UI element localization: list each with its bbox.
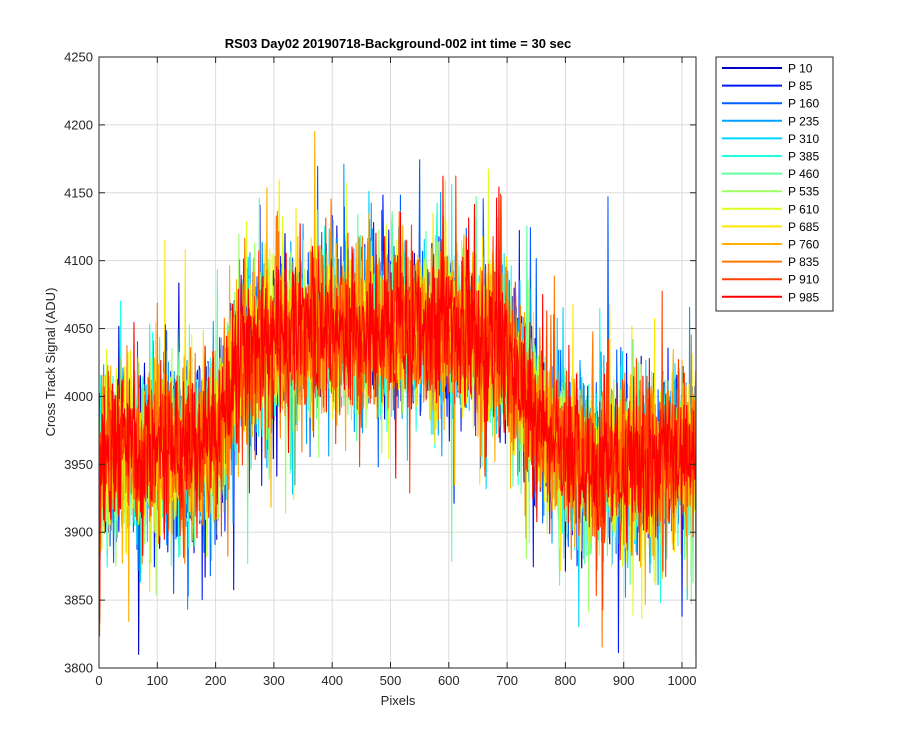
legend-label: P 160 <box>788 97 819 111</box>
series-lines <box>99 131 697 662</box>
legend-label: P 10 <box>788 62 813 76</box>
y-tick-label: 4200 <box>64 117 93 132</box>
x-tick-label: 100 <box>146 673 168 688</box>
x-tick-label: 300 <box>263 673 285 688</box>
legend-label: P 610 <box>788 202 819 216</box>
legend-label: P 385 <box>788 150 819 164</box>
y-tick-label: 4050 <box>64 321 93 336</box>
y-tick-label: 4250 <box>64 50 93 65</box>
legend-box <box>715 56 834 312</box>
y-tick-label: 3900 <box>64 525 93 540</box>
x-tick-label: 400 <box>321 673 343 688</box>
y-tick-label: 4000 <box>64 389 93 404</box>
x-tick-label: 700 <box>496 673 518 688</box>
x-tick-label: 600 <box>438 673 460 688</box>
legend-label: P 460 <box>788 167 819 181</box>
x-tick-label: 200 <box>205 673 227 688</box>
legend-label: P 310 <box>788 132 819 146</box>
x-tick-label: 500 <box>380 673 402 688</box>
legend-label: P 235 <box>788 114 819 128</box>
series-line <box>99 175 697 637</box>
legend: P 10 P 85 P 160 P 235 P 310 P 385 P 460 P 535 P … <box>715 56 834 312</box>
plot-frame <box>98 56 697 669</box>
series-line <box>99 175 697 624</box>
legend-label: P 85 <box>788 79 813 93</box>
chart-title: RS03 Day02 20190718-Background-002 int t… <box>225 36 572 51</box>
legend-label: P 835 <box>788 255 819 269</box>
plot-area: 0 100 200 300 400 500 600 700 800 900 1000 3800 3850… <box>64 50 697 689</box>
legend-label: P 910 <box>788 273 819 287</box>
legend-label: P 685 <box>788 220 819 234</box>
x-tick-label: 0 <box>95 673 102 688</box>
y-axis-label: Cross Track Signal (ADU) <box>43 288 58 437</box>
y-tick-label: 4100 <box>64 253 93 268</box>
legend-items: P 10 P 85 P 160 P 235 P 310 P 385 P 460 P 535 P … <box>722 62 819 304</box>
y-tick-label: 3800 <box>64 661 93 676</box>
y-tick-label: 3850 <box>64 593 93 608</box>
legend-label: P 985 <box>788 290 819 304</box>
y-tick-label: 4150 <box>64 185 93 200</box>
x-tick-label: 900 <box>613 673 635 688</box>
x-axis-label: Pixels <box>381 693 416 708</box>
x-tick-label: 800 <box>555 673 577 688</box>
legend-label: P 760 <box>788 238 819 252</box>
legend-label: P 535 <box>788 185 819 199</box>
y-tick-label: 3950 <box>64 457 93 472</box>
x-tick-label: 1000 <box>668 673 697 688</box>
axis-ticks: 0 100 200 300 400 500 600 700 800 900 1000 3800 3850… <box>64 50 696 689</box>
